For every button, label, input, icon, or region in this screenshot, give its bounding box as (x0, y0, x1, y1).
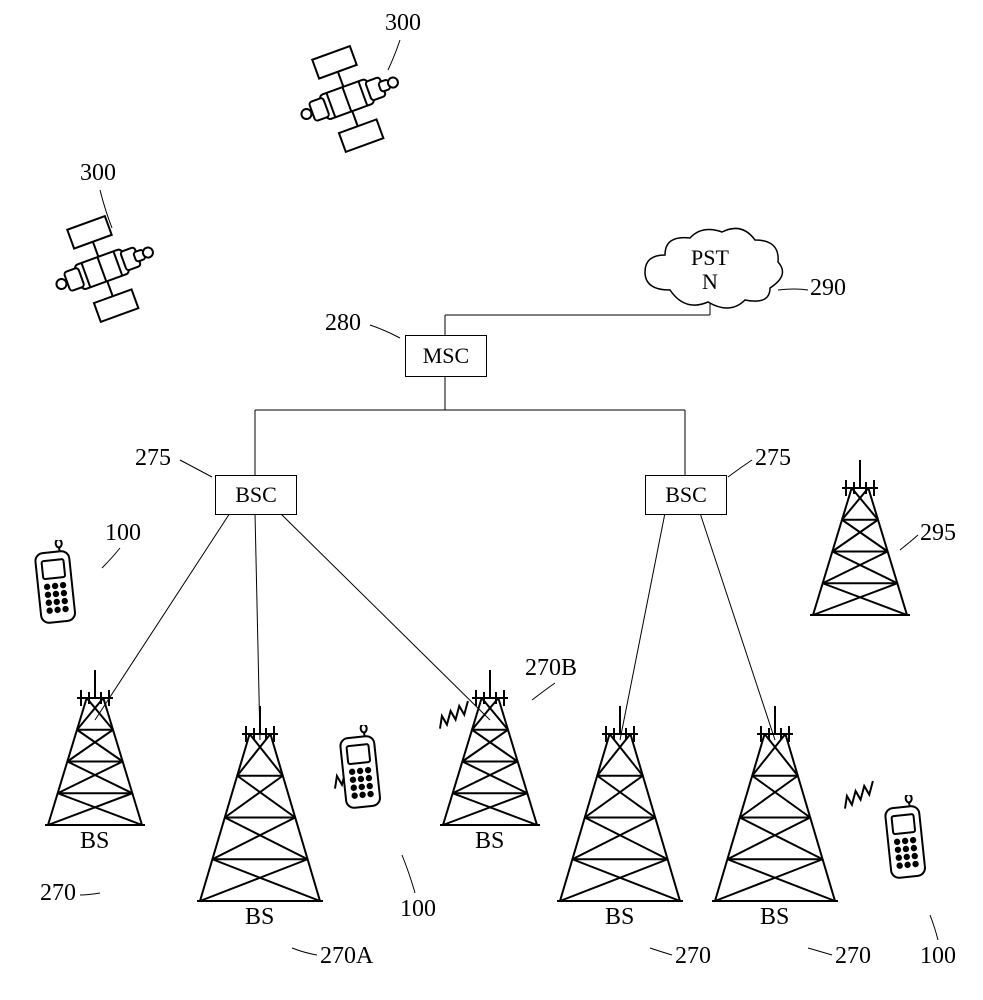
wireless-icon-2 (840, 781, 878, 809)
phone-icon-0 (28, 540, 83, 635)
pstn-ref-label: 290 (810, 275, 846, 302)
tower-ref-label-3: 270 (675, 943, 711, 970)
pstn-line2: N (702, 270, 718, 294)
phone-ref-label-2: 100 (920, 943, 956, 970)
tower-ref-label-2: 270B (525, 655, 577, 682)
pstn-cloud: PST N (630, 220, 790, 325)
pstn-label: PST N (680, 245, 740, 295)
bsc-ref-label-1: 275 (755, 445, 791, 472)
bsc-ref-label-0: 275 (135, 445, 171, 472)
tower-bs-label-4: BS (760, 904, 789, 931)
satellite-icon-1 (25, 215, 175, 330)
tower-ref-label-1: 270A (320, 943, 373, 970)
satellite-ref-label-0: 300 (385, 10, 421, 37)
msc-ref-label: 280 (325, 310, 361, 337)
satellite-icon-0 (270, 45, 420, 160)
satellite-ref-label-1: 300 (80, 160, 116, 187)
msc-box: MSC (405, 335, 487, 377)
tower-icon-0 (43, 670, 147, 840)
tower-icon-3 (555, 706, 685, 916)
phone-ref-label-0: 100 (105, 520, 141, 547)
bsc-box-0: BSC (215, 475, 297, 515)
phone-ref-label-1: 100 (400, 896, 436, 923)
tower-ref-label-4: 270 (835, 943, 871, 970)
tower-bs-label-0: BS (80, 828, 109, 855)
diagram-canvas: PST N MSC 290 280 BSC 275 BSC 275 (0, 0, 983, 1000)
msc-text: MSC (423, 343, 469, 369)
tower-icon-2 (438, 670, 542, 840)
phone-icon-2 (878, 795, 933, 890)
tower-ref-label-5: 295 (920, 520, 956, 547)
tower-icon-4 (710, 706, 840, 916)
tower-bs-label-1: BS (245, 904, 274, 931)
tower-bs-label-2: BS (475, 828, 504, 855)
bsc-text-0: BSC (235, 482, 277, 508)
tower-icon-5 (808, 460, 912, 630)
bsc-text-1: BSC (665, 482, 707, 508)
tower-ref-label-0: 270 (40, 880, 76, 907)
tower-bs-label-3: BS (605, 904, 634, 931)
tower-icon-1 (195, 706, 325, 916)
pstn-line1: PST (691, 246, 729, 270)
bsc-box-1: BSC (645, 475, 727, 515)
phone-icon-1 (333, 725, 388, 820)
